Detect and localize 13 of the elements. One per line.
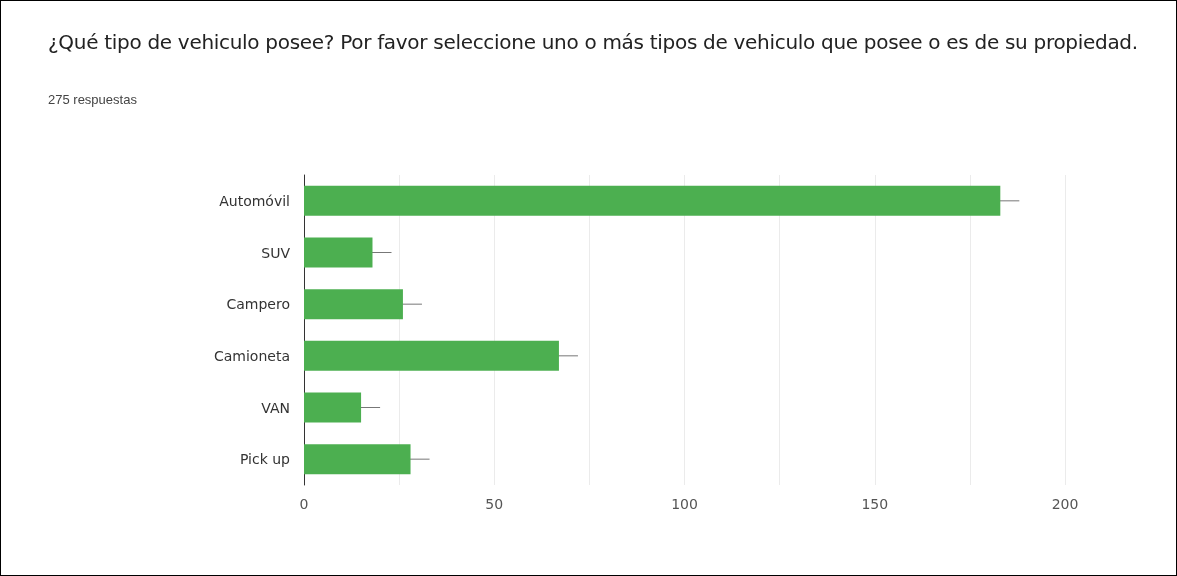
text: 275 respuestas — [48, 92, 137, 107]
y-tick-label: Campero — [226, 296, 290, 313]
y-tick-label: Camioneta — [213, 347, 290, 364]
x-tick-label: 100 — [671, 496, 698, 512]
y-tick-label: Automóvil — [219, 192, 290, 209]
y-tick-label: Pick up — [239, 451, 291, 468]
y-tick-label: SUV — [261, 244, 291, 261]
x-tick-label: 50 — [485, 496, 504, 512]
x-tick-label: 0 — [299, 496, 309, 512]
x-tick-label: 150 — [861, 496, 889, 512]
y-tick-label: VAN — [261, 399, 290, 416]
chart-title: ¿Qué tipo de vehiculo posee? Por favor seleccione uno o más tipos de vehiculo que posee o es de su propiedad. — [48, 29, 1138, 56]
x-tick-label: 200 — [1051, 496, 1079, 512]
